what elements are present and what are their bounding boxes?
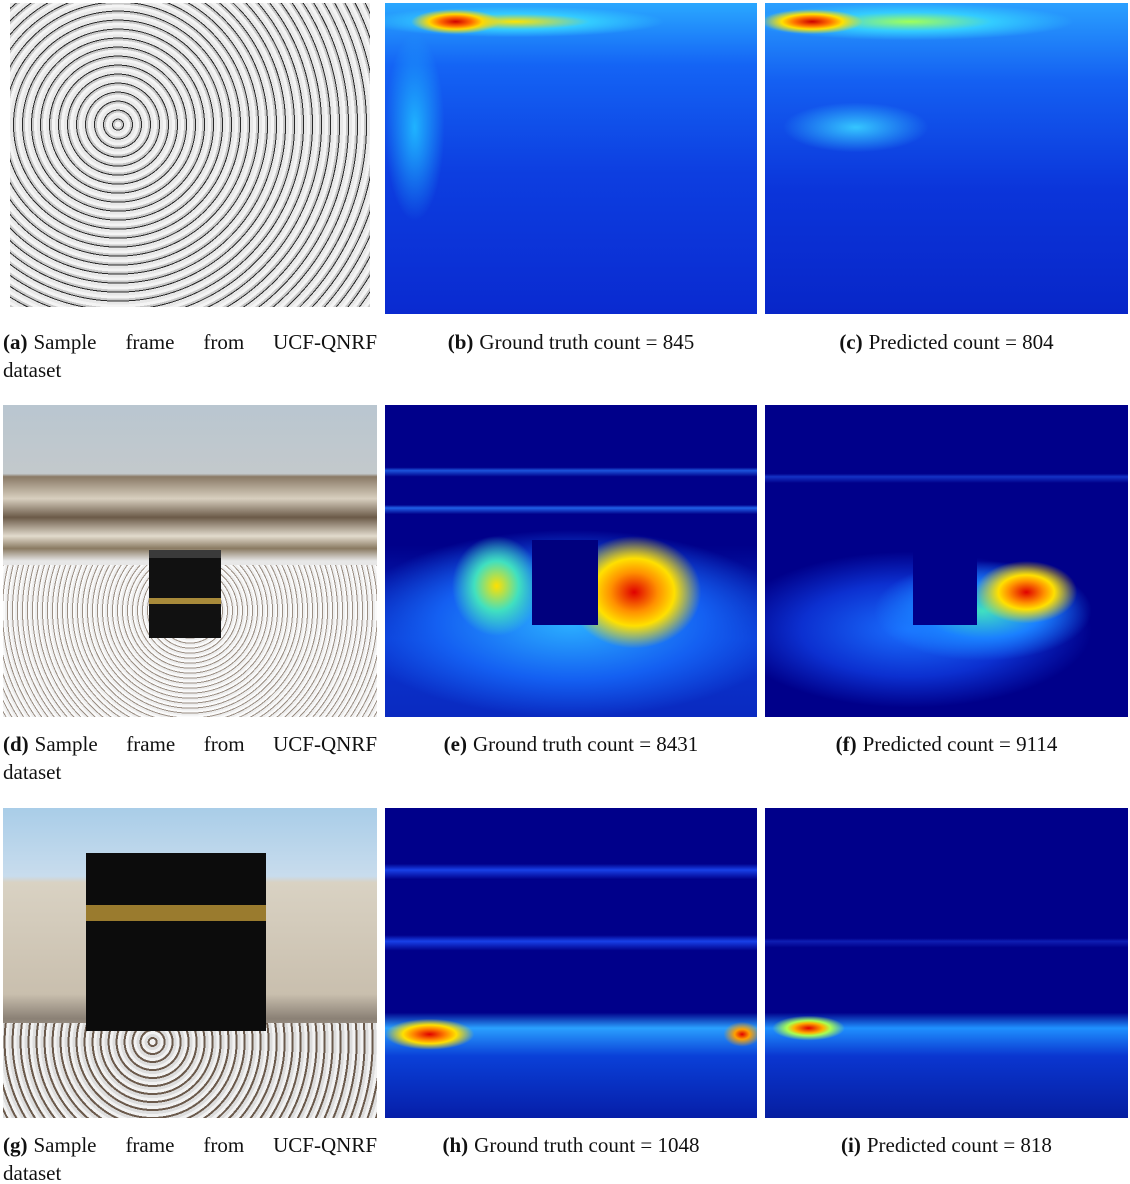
caption-label: (d) — [3, 732, 29, 756]
caption: (i) Predicted count = 818 — [765, 1131, 1128, 1159]
crowd-photo — [10, 3, 370, 307]
density-map — [765, 405, 1128, 717]
caption-label: (g) — [3, 1133, 28, 1157]
caption-text: Ground truth count = 8431 — [473, 732, 698, 756]
caption-text: Ground truth count = 845 — [479, 330, 694, 354]
caption-label: (f) — [836, 732, 857, 756]
caption-text: dataset — [3, 1159, 377, 1184]
caption-text: Sample frame from UCF-QNRF — [34, 1133, 378, 1157]
caption: (e) Ground truth count = 8431 — [385, 730, 757, 758]
caption-label: (b) — [448, 330, 474, 354]
kaaba — [149, 550, 221, 638]
empty-region — [913, 540, 977, 625]
kaaba-photo — [3, 808, 377, 1118]
caption-text: Predicted count = 804 — [869, 330, 1054, 354]
caption-label: (i) — [841, 1133, 861, 1157]
figure: (a)Sample frame from UCF-QNRF dataset (b… — [0, 0, 1130, 1184]
caption: (h)Ground truth count = 1048 — [385, 1131, 757, 1159]
density-map — [765, 808, 1128, 1118]
caption-text: Predicted count = 9114 — [863, 732, 1058, 756]
caption-label: (c) — [839, 330, 862, 354]
caption: (g)Sample frame from UCF-QNRF dataset — [3, 1131, 377, 1184]
caption-text: Sample frame from UCF-QNRF — [35, 732, 377, 756]
caption: (a)Sample frame from UCF-QNRF dataset — [3, 328, 377, 384]
caption-text: Predicted count = 818 — [867, 1133, 1052, 1157]
empty-region — [532, 540, 598, 625]
caption-text: Ground truth count = 1048 — [474, 1133, 699, 1157]
crowd — [3, 1023, 377, 1118]
caption-text: Sample frame from UCF-QNRF — [34, 330, 378, 354]
caption: (b)Ground truth count = 845 — [385, 328, 757, 356]
caption: (d)Sample frame from UCF-QNRF dataset — [3, 730, 377, 786]
caption-label: (h) — [443, 1133, 469, 1157]
kaaba — [86, 853, 266, 1031]
mosque-photo — [3, 405, 377, 717]
caption-text: dataset — [3, 356, 377, 384]
caption-label: (e) — [444, 732, 467, 756]
caption-text: dataset — [3, 758, 377, 786]
caption: (c) Predicted count = 804 — [765, 328, 1128, 356]
density-map — [385, 405, 757, 717]
caption-label: (a) — [3, 330, 28, 354]
caption: (f) Predicted count = 9114 — [765, 730, 1128, 758]
density-map — [385, 3, 757, 314]
density-map — [385, 808, 757, 1118]
density-map — [765, 3, 1128, 314]
